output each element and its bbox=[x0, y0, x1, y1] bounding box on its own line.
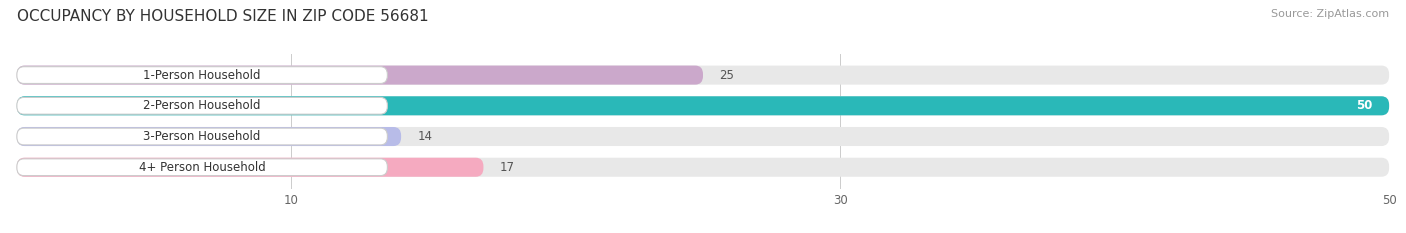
FancyBboxPatch shape bbox=[17, 96, 1389, 115]
FancyBboxPatch shape bbox=[17, 65, 703, 85]
FancyBboxPatch shape bbox=[17, 127, 1389, 146]
FancyBboxPatch shape bbox=[17, 127, 401, 146]
FancyBboxPatch shape bbox=[17, 158, 484, 177]
Text: 50: 50 bbox=[1357, 99, 1372, 112]
FancyBboxPatch shape bbox=[17, 96, 1389, 115]
FancyBboxPatch shape bbox=[17, 67, 388, 83]
FancyBboxPatch shape bbox=[17, 97, 388, 114]
Text: 4+ Person Household: 4+ Person Household bbox=[139, 161, 266, 174]
Text: Source: ZipAtlas.com: Source: ZipAtlas.com bbox=[1271, 9, 1389, 19]
Text: 14: 14 bbox=[418, 130, 433, 143]
FancyBboxPatch shape bbox=[17, 159, 388, 176]
Text: 17: 17 bbox=[501, 161, 515, 174]
FancyBboxPatch shape bbox=[17, 158, 1389, 177]
Text: 1-Person Household: 1-Person Household bbox=[143, 69, 262, 82]
FancyBboxPatch shape bbox=[17, 65, 1389, 85]
Text: 2-Person Household: 2-Person Household bbox=[143, 99, 262, 112]
FancyBboxPatch shape bbox=[17, 128, 388, 145]
Text: 3-Person Household: 3-Person Household bbox=[143, 130, 262, 143]
Text: OCCUPANCY BY HOUSEHOLD SIZE IN ZIP CODE 56681: OCCUPANCY BY HOUSEHOLD SIZE IN ZIP CODE … bbox=[17, 9, 429, 24]
Text: 25: 25 bbox=[720, 69, 734, 82]
